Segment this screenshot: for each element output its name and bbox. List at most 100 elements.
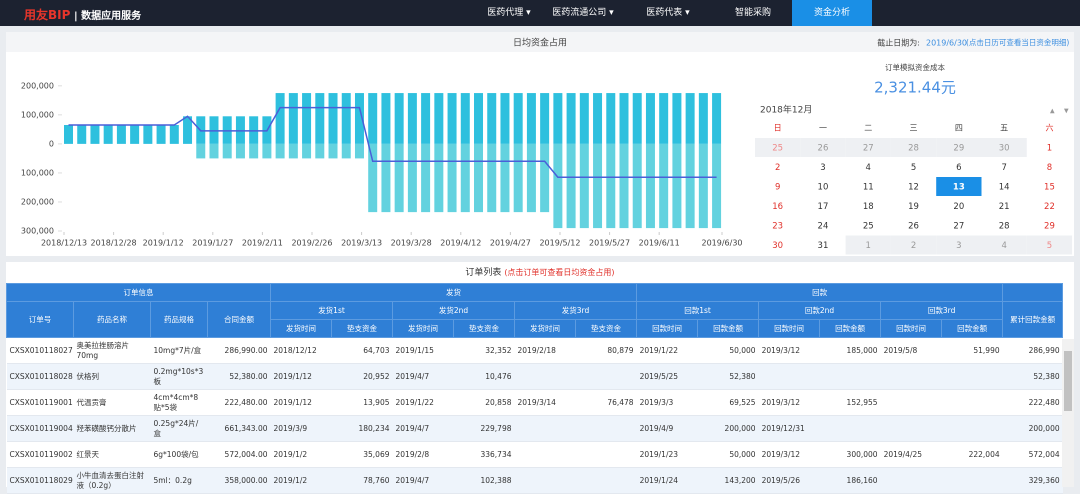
calendar-day[interactable]: 4 xyxy=(866,163,871,173)
table-cell xyxy=(575,363,637,390)
table-cell xyxy=(514,363,576,390)
calendar-day[interactable]: 5 xyxy=(911,163,916,173)
table-cell: 小牛血清去蛋白注射液（0.2g） xyxy=(73,467,151,494)
bar xyxy=(632,93,642,144)
bar xyxy=(302,143,312,159)
bar xyxy=(341,143,351,159)
nav-item[interactable]: 医药代表 ▾ xyxy=(646,8,690,18)
order-row[interactable]: CXSX010119004 羟苯磺酸钙分散片 0.25g*24片/盒 661,343.… xyxy=(6,415,1063,442)
calendar-day[interactable]: 13 xyxy=(953,183,965,193)
order-row[interactable]: CXSX010118028 伏格列 0.2mg*10s*3板 52,380.00 201… xyxy=(6,363,1063,390)
bar xyxy=(593,143,603,229)
calendar-day[interactable]: 4 xyxy=(1001,241,1006,251)
table-cell: 2019/1/23 xyxy=(636,441,698,468)
bar xyxy=(209,143,219,159)
bar xyxy=(183,116,193,144)
table-cell: 286,990 xyxy=(1002,337,1063,364)
nav-item[interactable]: 资金分析 xyxy=(792,0,872,26)
cutoff-date[interactable]: 2019/6/30 xyxy=(926,39,967,48)
bar xyxy=(712,143,722,229)
bar xyxy=(381,93,391,144)
calendar-day[interactable]: 27 xyxy=(953,222,964,232)
bar xyxy=(513,143,523,213)
calendar-day[interactable]: 16 xyxy=(772,202,783,212)
x-tick-label: 2018/12/28 xyxy=(91,239,137,248)
calendar-day[interactable]: 2 xyxy=(911,241,916,251)
column-header: 回款时间 xyxy=(636,319,699,338)
table-cell: 2019/4/7 xyxy=(392,363,454,390)
table-cell: 2019/2/18 xyxy=(514,337,576,364)
prev-month[interactable]: ▲ xyxy=(1050,108,1055,115)
calendar-day[interactable]: 28 xyxy=(908,144,919,154)
calendar-day[interactable]: 9 xyxy=(775,183,780,193)
table-cell: 红景天 xyxy=(73,441,151,468)
order-row[interactable]: CXSX010119001 代温贡膏 4cm*4cm*8贴*5袋 222,480.00… xyxy=(6,389,1063,416)
table-cell xyxy=(514,441,576,468)
scrollbar[interactable] xyxy=(1062,339,1074,487)
bar xyxy=(659,143,669,229)
calendar-day[interactable]: 17 xyxy=(818,202,829,212)
calendar-day[interactable]: 21 xyxy=(999,202,1010,212)
nav-item[interactable]: 医药流通公司 ▾ xyxy=(552,8,614,18)
chart-title: 日均资金占用 xyxy=(513,37,567,49)
table-cell: 336,734 xyxy=(453,441,515,468)
table-cell: 2019/3/12 xyxy=(758,441,820,468)
calendar-day[interactable]: 14 xyxy=(999,183,1010,193)
calendar-day[interactable]: 22 xyxy=(1044,202,1055,212)
table-cell: 10,476 xyxy=(453,363,515,390)
order-row[interactable]: CXSX010118029 小牛血清去蛋白注射液（0.2g） 5ml：0.2g 358… xyxy=(6,467,1063,494)
calendar-day[interactable]: 8 xyxy=(1047,163,1052,173)
calendar-day[interactable]: 27 xyxy=(863,144,874,154)
product-name: | 数据应用服务 xyxy=(74,11,142,22)
calendar-day[interactable]: 31 xyxy=(818,241,829,251)
header-row: 发货时间 垫支资金 发货时间 垫支资金 发货时间 垫支资金 回款时间 回款金额 回款时间 回款金额… xyxy=(7,319,1063,338)
calendar-day[interactable]: 25 xyxy=(772,144,783,154)
day-cell-bg xyxy=(890,235,937,255)
bar xyxy=(354,143,364,159)
bar xyxy=(460,93,470,144)
calendar-day[interactable]: 5 xyxy=(1047,241,1052,251)
calendar-day[interactable]: 26 xyxy=(818,144,829,154)
weekday: 四 xyxy=(955,124,963,133)
calendar-day[interactable]: 18 xyxy=(863,202,874,212)
table-cell: 2019/4/7 xyxy=(392,467,454,494)
day-cell-bg xyxy=(936,138,982,157)
calendar-day[interactable]: 25 xyxy=(863,222,874,232)
calendar-day[interactable]: 19 xyxy=(908,202,919,212)
order-row[interactable]: CXSX010119002 红景天 6g*100袋/包 572,004.00 2019/… xyxy=(6,441,1063,468)
column-header: 回款金额 xyxy=(819,319,882,338)
calendar-day[interactable]: 29 xyxy=(1044,222,1055,232)
calendar-day[interactable]: 15 xyxy=(1044,183,1055,193)
order-row[interactable]: CXSX010118027 奥美拉挫肠溶片70mg 10mg*7片/盒 286,990… xyxy=(6,337,1063,364)
calendar-day[interactable]: 12 xyxy=(908,183,919,193)
calendar-day[interactable]: 2 xyxy=(775,163,780,173)
calendar-day[interactable]: 23 xyxy=(772,222,783,232)
weekday: 三 xyxy=(910,124,918,133)
nav-item[interactable]: 医药代理 ▾ xyxy=(487,8,531,18)
scroll-thumb[interactable] xyxy=(1064,351,1072,411)
calendar-title: 2018年12月 xyxy=(760,104,812,116)
calendar-day[interactable]: 6 xyxy=(956,163,961,173)
calendar-day[interactable]: 30 xyxy=(772,241,783,251)
calendar-day[interactable]: 1 xyxy=(866,241,871,251)
bar xyxy=(645,143,655,229)
calendar-day[interactable]: 20 xyxy=(953,202,964,212)
calendar-day[interactable]: 30 xyxy=(999,144,1010,154)
calendar-day[interactable]: 1 xyxy=(1047,144,1052,154)
table-cell: 2019/1/22 xyxy=(636,337,698,364)
calendar-day[interactable]: 29 xyxy=(953,144,964,154)
nav-item[interactable]: 智能采购 xyxy=(734,8,771,18)
next-month[interactable]: ▼ xyxy=(1064,108,1069,115)
calendar-day[interactable]: 10 xyxy=(818,183,829,193)
calendar-day[interactable]: 24 xyxy=(818,222,829,232)
bar xyxy=(77,125,87,144)
y-tick-label: 200,000 xyxy=(21,197,54,206)
calendar-day[interactable]: 3 xyxy=(820,163,825,173)
column-header: 垫支资金 xyxy=(331,319,393,338)
calendar-day[interactable]: 26 xyxy=(908,222,919,232)
calendar-day[interactable]: 11 xyxy=(863,183,874,193)
calendar-day[interactable]: 3 xyxy=(956,241,961,251)
calendar-day[interactable]: 28 xyxy=(999,222,1010,232)
calendar-day[interactable]: 7 xyxy=(1001,163,1006,173)
